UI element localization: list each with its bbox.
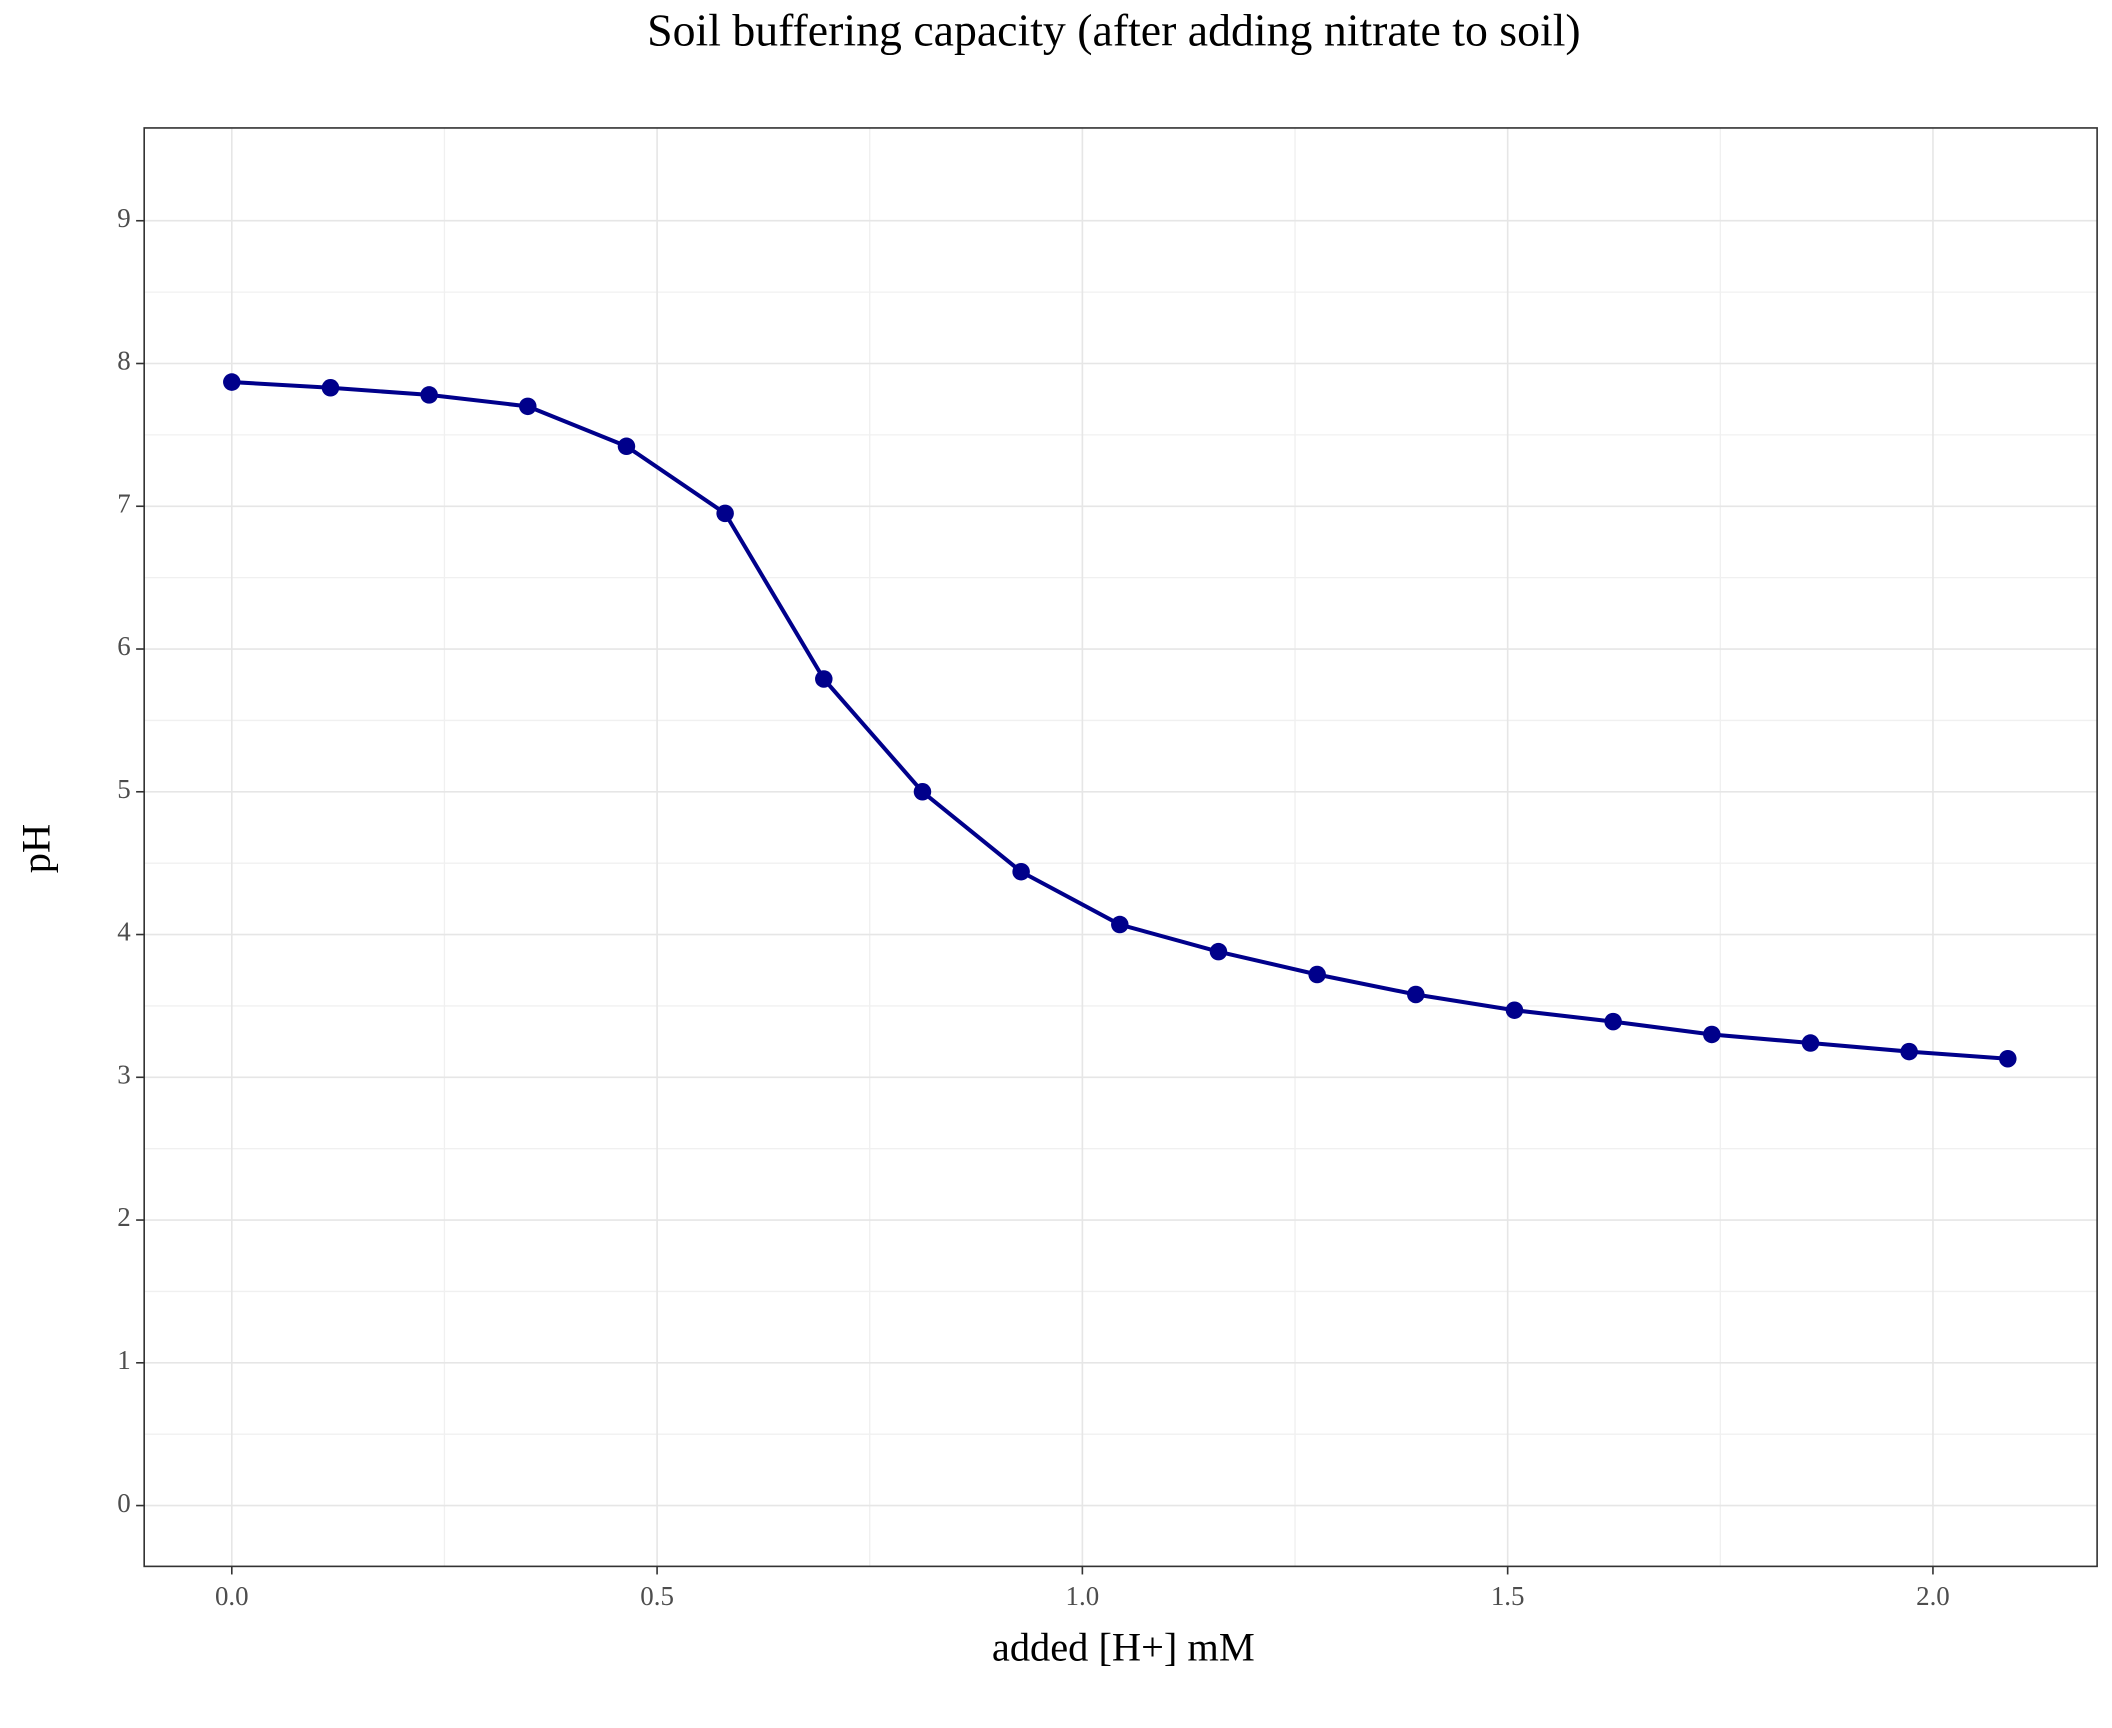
plot-border [143,127,2098,1568]
data-point [1012,862,1030,881]
data-point [1111,915,1129,934]
data-point [1604,1012,1622,1031]
x-tick-label: 1.5 [1491,1581,1525,1611]
data-point [223,373,241,391]
data-point [420,386,438,404]
data-point [1999,1049,2017,1068]
y-tick-label: 3 [117,1059,130,1089]
data-point [1407,985,1425,1004]
data-point [1801,1034,1820,1052]
x-tick-label: 1.0 [1066,1581,1100,1611]
data-point [815,670,833,688]
data-point [1209,942,1228,961]
data-point [1308,965,1326,984]
y-tick-label: 2 [117,1202,130,1232]
y-tick-label: 4 [117,917,131,947]
x-axis-title: added [H+] mM [992,1624,1255,1669]
x-tick-label: 2.0 [1916,1581,1950,1611]
y-tick-label: 9 [117,203,130,233]
data-point [617,437,636,456]
y-tick-label: 1 [117,1345,130,1375]
data-point [1505,1001,1524,1019]
x-tick-label: 0.0 [215,1581,249,1611]
y-axis-title: pH [14,824,59,873]
data-point [716,504,734,523]
data-point [1900,1042,1918,1061]
data-point [1703,1025,1721,1044]
plot-background [144,127,2098,1567]
data-point [519,397,537,416]
chart-title: Soil buffering capacity (after adding ni… [647,5,1581,56]
y-tick-label: 8 [117,346,130,376]
y-tick-label: 7 [117,488,130,518]
x-tick-label: 0.5 [640,1581,674,1611]
y-tick-label: 6 [117,631,130,661]
y-tick-label: 5 [117,774,130,804]
data-point [913,783,932,801]
data-point [321,379,340,397]
y-tick-label: 0 [117,1488,130,1518]
